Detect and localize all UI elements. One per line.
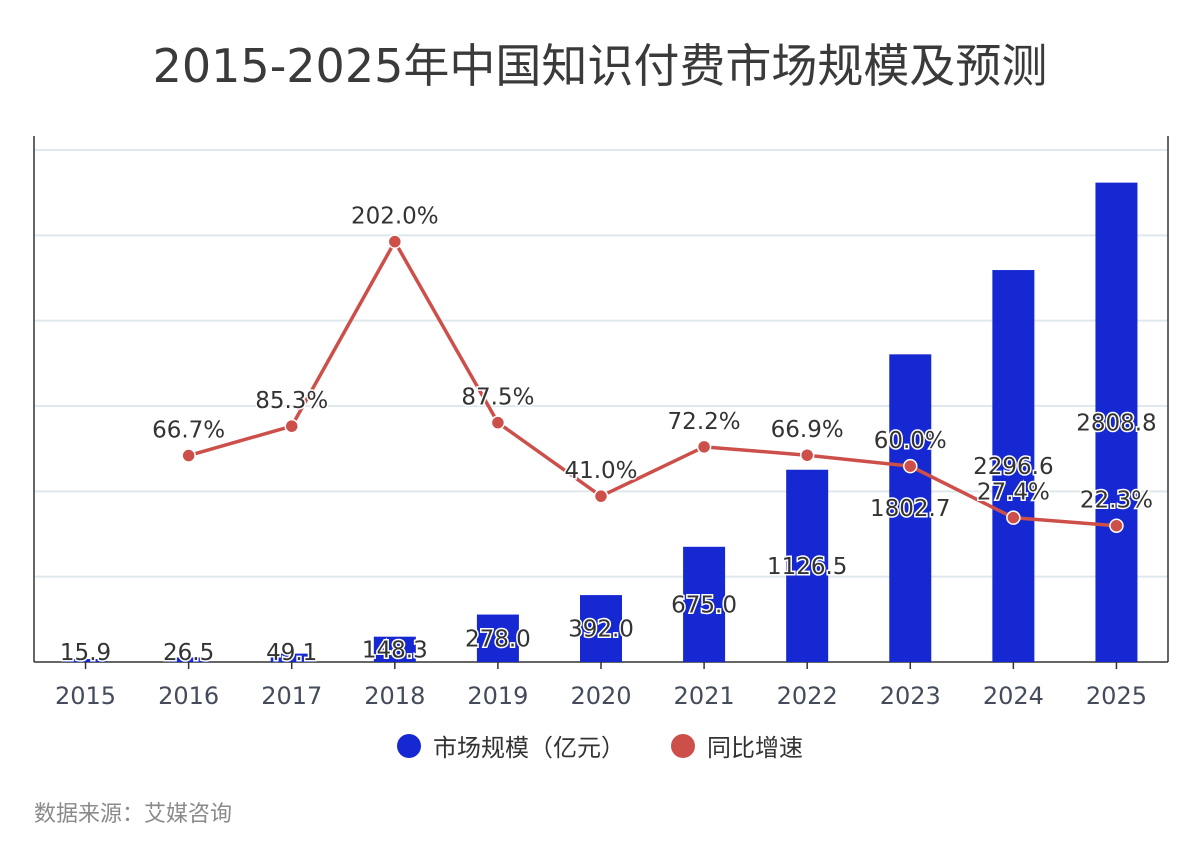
growth-value-label: 72.2%	[668, 409, 741, 435]
x-tick-label: 2018	[364, 682, 425, 710]
x-tick-label: 2015	[55, 682, 116, 710]
legend-marker-bar	[397, 733, 421, 758]
growth-point-2017	[284, 418, 299, 434]
bar-2023	[889, 354, 932, 662]
growth-value-label: 60.0%	[874, 428, 947, 454]
line-value-labels: 66.7% 85.3% 202.0% 87.5% 41.0% 72.2% 66.9% 60.0…	[151, 202, 1155, 515]
growth-point-2021	[696, 439, 712, 455]
bar-value-labels: 15.9 26.5 49.1 148.3 278.0 392.0 675.0 1126.5 18…	[58, 409, 1158, 668]
growth-point-2025	[1109, 518, 1124, 533]
growth-point-2018	[387, 234, 403, 249]
chart-title: 2015-2025年中国知识付费市场规模及预测	[152, 39, 1048, 93]
bar-value-label: 1802.7	[870, 496, 950, 522]
x-tick-labels: 2015 2016 2017 2018 2019 2020 2021 2022 2023 2024…	[55, 682, 1147, 710]
growth-value-label: 22.3%	[1080, 488, 1153, 514]
x-tick-label: 2017	[261, 682, 322, 710]
x-tick-label: 2025	[1086, 682, 1147, 710]
x-tick-label: 2019	[467, 682, 528, 710]
growth-point-2024	[1006, 510, 1021, 525]
growth-value-label: 85.3%	[255, 388, 328, 414]
x-tick-label: 2022	[777, 682, 838, 710]
bar-2025	[1095, 182, 1138, 662]
bar-2015	[64, 659, 107, 662]
bar-value-label: 2296.6	[973, 454, 1053, 480]
bar-value-label: 2808.8	[1076, 410, 1156, 436]
growth-value-label: 202.0%	[351, 204, 439, 230]
growth-point-2016	[181, 448, 196, 463]
bar-value-label: 148.3	[362, 637, 428, 663]
x-tick-label: 2021	[674, 682, 735, 710]
source-note: 数据来源：艾媒咨询	[34, 802, 233, 827]
bar-value-label: 49.1	[266, 640, 317, 666]
bar-value-label: 675.0	[671, 592, 737, 618]
bar-value-label: 278.0	[465, 626, 531, 652]
growth-value-label: 87.5%	[461, 385, 534, 411]
x-tick-label: 2016	[158, 682, 219, 710]
bar-2017	[270, 653, 313, 662]
growth-point-2020	[593, 488, 609, 504]
line-series	[181, 234, 1124, 533]
bar-value-label: 26.5	[163, 640, 214, 666]
legend-marker-line	[671, 733, 695, 758]
legend-label-line: 同比增速	[707, 734, 803, 762]
bar-2021	[683, 546, 726, 662]
growth-value-label: 66.9%	[771, 417, 844, 443]
legend: 市场规模（亿元） 同比增速	[0, 728, 1200, 763]
legend-item-line[interactable]: 同比增速	[671, 728, 803, 763]
legend-label-bar: 市场规模（亿元）	[433, 734, 625, 762]
bar-series	[64, 182, 1138, 662]
legend-item-bar[interactable]: 市场规模（亿元）	[397, 728, 625, 763]
bar-value-label: 392.0	[568, 617, 634, 643]
growth-value-label: 41.0%	[564, 458, 637, 484]
bar-value-label: 15.9	[60, 640, 111, 666]
bar-2019	[476, 614, 519, 662]
growth-value-label: 66.7%	[152, 418, 225, 444]
x-tick-label: 2024	[983, 682, 1044, 710]
x-tick-label: 2023	[880, 682, 941, 710]
bar-value-label: 1126.5	[767, 554, 847, 580]
growth-point-2019	[490, 415, 506, 430]
growth-value-label: 27.4%	[977, 480, 1050, 506]
growth-line	[188, 238, 1117, 528]
bar-2020	[580, 595, 622, 662]
bar-2016	[167, 657, 210, 662]
growth-point-2023	[903, 458, 918, 474]
bar-2024	[992, 270, 1035, 662]
bar-2018	[373, 636, 416, 662]
growth-point-2022	[799, 447, 815, 463]
x-tick-label: 2020	[570, 682, 631, 710]
bar-2022	[786, 469, 829, 662]
